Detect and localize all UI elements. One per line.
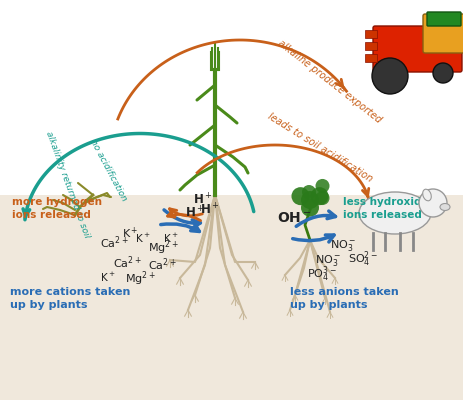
Text: alkaline produce exported: alkaline produce exported <box>276 38 384 126</box>
Text: no acidification: no acidification <box>88 138 128 202</box>
Circle shape <box>433 63 453 83</box>
Circle shape <box>419 189 447 217</box>
Circle shape <box>372 58 408 94</box>
FancyBboxPatch shape <box>423 14 463 53</box>
Circle shape <box>315 179 330 193</box>
Circle shape <box>311 187 329 205</box>
Circle shape <box>292 187 309 205</box>
Text: Mg$^{2+}$: Mg$^{2+}$ <box>148 239 179 258</box>
Text: leads to soil acidification: leads to soil acidification <box>266 112 374 184</box>
FancyBboxPatch shape <box>373 26 462 72</box>
Circle shape <box>301 199 319 217</box>
Circle shape <box>302 185 316 199</box>
Ellipse shape <box>423 189 431 201</box>
Text: K$^+$: K$^+$ <box>122 226 138 241</box>
Text: NO$_3^-$: NO$_3^-$ <box>330 238 357 253</box>
Circle shape <box>301 191 319 209</box>
Text: K$^+$: K$^+$ <box>100 271 116 284</box>
FancyBboxPatch shape <box>427 12 461 26</box>
Text: PO$_4^{3-}$: PO$_4^{3-}$ <box>307 265 337 284</box>
Bar <box>365 30 377 38</box>
Bar <box>0 195 463 400</box>
Bar <box>365 42 377 50</box>
Text: SO$_4^{2-}$: SO$_4^{2-}$ <box>348 250 378 270</box>
Text: alkalinity returned to soil: alkalinity returned to soil <box>44 130 92 240</box>
Text: K$^+$: K$^+$ <box>163 232 179 245</box>
Text: K$^+$: K$^+$ <box>135 232 150 245</box>
Text: OH$^-$: OH$^-$ <box>277 211 312 225</box>
Text: Ca$^{2+}$: Ca$^{2+}$ <box>100 235 129 252</box>
Text: less hydroxide
ions released: less hydroxide ions released <box>343 197 429 220</box>
Text: more cations taken
up by plants: more cations taken up by plants <box>10 287 131 310</box>
Text: NO$_3^-$: NO$_3^-$ <box>315 253 341 268</box>
Ellipse shape <box>440 204 450 210</box>
Ellipse shape <box>359 192 431 234</box>
Bar <box>365 54 377 62</box>
Text: H$^+$: H$^+$ <box>185 206 205 221</box>
Text: more hydrogen
ions released: more hydrogen ions released <box>12 197 102 220</box>
Text: Ca$^{2+}$: Ca$^{2+}$ <box>113 255 142 271</box>
Circle shape <box>315 191 330 205</box>
Text: Mg$^{2+}$: Mg$^{2+}$ <box>125 270 156 288</box>
Text: less anions taken
up by plants: less anions taken up by plants <box>290 287 399 310</box>
Text: H$^+$: H$^+$ <box>200 203 219 218</box>
Text: H$^+$: H$^+$ <box>193 193 213 208</box>
Text: Ca$^{2+}$: Ca$^{2+}$ <box>148 257 177 274</box>
